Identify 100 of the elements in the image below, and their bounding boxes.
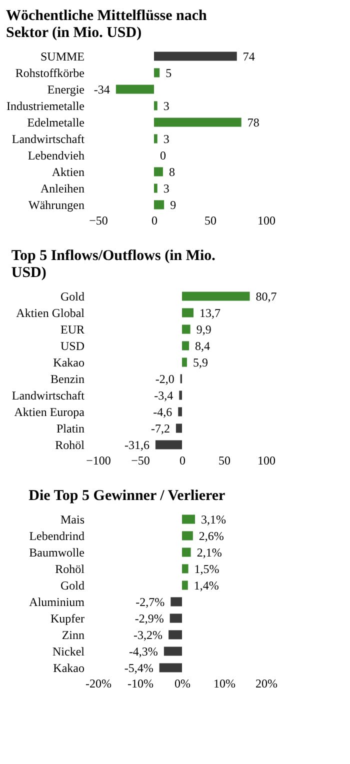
category-label: Rohöl bbox=[55, 562, 84, 576]
category-label: Rohstoffkörbe bbox=[15, 66, 84, 80]
bar bbox=[154, 52, 237, 61]
category-label: Lebendrind bbox=[29, 528, 84, 543]
category-label: SUMME bbox=[40, 49, 84, 64]
category-label: Nickel bbox=[52, 644, 84, 658]
bar bbox=[178, 407, 182, 416]
data-label: 9 bbox=[170, 198, 176, 212]
category-label: Edelmetalle bbox=[27, 115, 84, 130]
x-tick-label: 0% bbox=[174, 676, 190, 690]
data-label: 0 bbox=[160, 148, 166, 162]
data-label: -34 bbox=[94, 82, 110, 96]
category-label: Aktien Global bbox=[16, 306, 84, 320]
data-label: -2,7% bbox=[136, 594, 165, 609]
x-tick-label: 10% bbox=[214, 676, 236, 690]
bar bbox=[154, 101, 158, 110]
category-label: Kakao bbox=[53, 660, 84, 675]
category-label: Benzin bbox=[50, 372, 84, 386]
category-label: Gold bbox=[60, 578, 84, 592]
category-label: Lebendvieh bbox=[28, 148, 84, 162]
bar bbox=[176, 424, 182, 433]
category-label: Kakao bbox=[53, 355, 84, 370]
bar bbox=[170, 597, 182, 606]
bar bbox=[182, 531, 193, 540]
bar bbox=[154, 200, 164, 210]
chart-title: Wöchentliche Mittelflüsse nach Sektor (in Mio. USD) bbox=[6, 8, 208, 41]
bar bbox=[182, 358, 187, 367]
bar bbox=[182, 308, 194, 318]
data-label: -2,0 bbox=[155, 372, 174, 386]
category-label: Gold bbox=[60, 289, 84, 304]
category-label: Währungen bbox=[28, 198, 84, 212]
data-label: 3 bbox=[163, 181, 170, 196]
bar bbox=[182, 564, 188, 574]
x-tick-label: 50 bbox=[204, 214, 216, 228]
bar bbox=[182, 580, 188, 590]
category-label: Platin bbox=[56, 421, 84, 436]
chart-title: Die Top 5 Gewinner / Verlierer bbox=[28, 488, 226, 504]
data-label: 1,4% bbox=[194, 578, 219, 592]
category-label: Mais bbox=[60, 512, 84, 526]
data-label: 5 bbox=[166, 66, 172, 80]
bar bbox=[170, 614, 182, 623]
data-label: 2,1% bbox=[196, 545, 222, 560]
bar bbox=[154, 184, 158, 193]
bar bbox=[154, 167, 163, 176]
data-label: 3 bbox=[163, 132, 170, 146]
bar bbox=[154, 118, 242, 127]
data-label: -5,4% bbox=[124, 660, 154, 675]
bar bbox=[155, 440, 182, 450]
data-label: 8 bbox=[168, 164, 175, 179]
x-tick-label: -20% bbox=[86, 676, 112, 690]
data-label: -3,4 bbox=[154, 388, 174, 402]
x-tick-label: −50 bbox=[131, 454, 150, 468]
category-label: Landwirtschaft bbox=[12, 132, 84, 146]
x-tick-label: 0 bbox=[152, 214, 158, 228]
x-tick-label: −50 bbox=[89, 214, 108, 228]
x-tick-label: 0 bbox=[180, 454, 186, 468]
category-label: Anleihen bbox=[40, 181, 84, 196]
data-label: 78 bbox=[247, 115, 260, 130]
x-tick-label: 100 bbox=[258, 214, 276, 228]
category-label: Aktien bbox=[52, 164, 84, 179]
category-label: Landwirtschaft bbox=[12, 388, 84, 402]
bar bbox=[159, 663, 182, 672]
data-label: -7,2 bbox=[150, 421, 170, 436]
category-label: USD bbox=[60, 338, 84, 353]
category-label: Energie bbox=[47, 82, 84, 96]
category-label: Baumwolle bbox=[29, 545, 84, 560]
bar bbox=[179, 390, 182, 400]
category-label: Rohöl bbox=[55, 438, 84, 452]
data-label: -4,6 bbox=[153, 404, 172, 419]
category-label: Aktien Europa bbox=[14, 404, 84, 419]
data-label: -31,6 bbox=[124, 438, 150, 452]
bar bbox=[154, 68, 160, 78]
data-label: 3,1% bbox=[201, 512, 226, 526]
category-label: Kupfer bbox=[50, 611, 84, 626]
bar bbox=[182, 292, 250, 301]
bar bbox=[182, 514, 196, 524]
data-label: 74 bbox=[242, 49, 255, 64]
bar bbox=[154, 134, 158, 144]
x-tick-label: 20% bbox=[256, 676, 278, 690]
category-label: Aluminium bbox=[29, 594, 84, 609]
bar bbox=[182, 324, 190, 334]
chart-title: Top 5 Inflows/Outflows (in Mio. USD) bbox=[11, 248, 216, 281]
category-label: Industriemetalle bbox=[6, 98, 84, 113]
bar bbox=[182, 341, 190, 350]
data-label: 9,9 bbox=[196, 322, 212, 336]
bar bbox=[164, 646, 182, 656]
data-label: 80,7 bbox=[256, 289, 277, 304]
data-label: 8,4 bbox=[195, 338, 210, 353]
x-tick-label: 100 bbox=[258, 454, 276, 468]
category-label: Zinn bbox=[62, 628, 84, 642]
x-tick-label: -10% bbox=[128, 676, 154, 690]
data-label: -4,3% bbox=[128, 644, 158, 658]
data-label: 1,5% bbox=[194, 562, 220, 576]
bar bbox=[116, 84, 154, 94]
data-label: 13,7 bbox=[200, 306, 221, 320]
bar bbox=[168, 630, 182, 640]
data-label: 3 bbox=[163, 98, 170, 113]
x-tick-label: 50 bbox=[218, 454, 230, 468]
x-tick-label: −100 bbox=[86, 454, 111, 468]
category-label: EUR bbox=[60, 322, 84, 336]
